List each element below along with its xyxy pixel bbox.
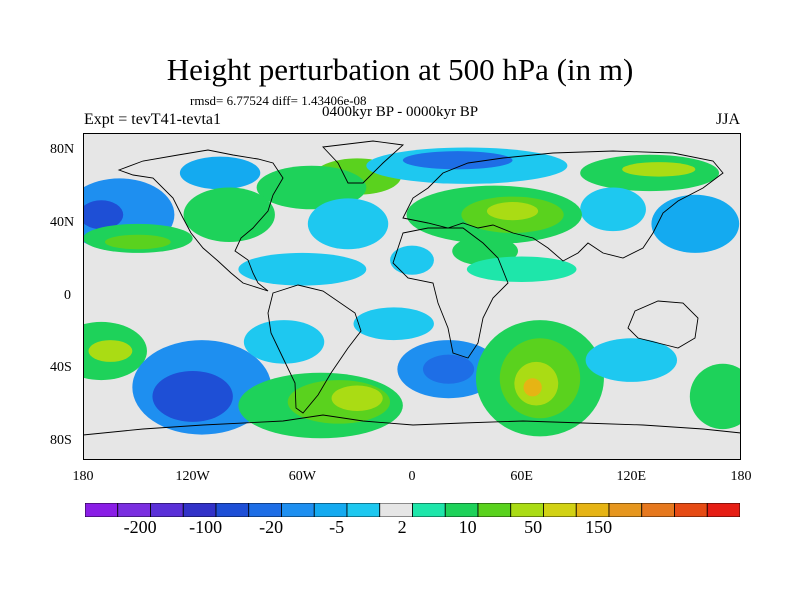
lon-tick-label-3: 0 [408, 469, 416, 484]
field-blob-14 [307, 198, 389, 250]
field-blob-2 [256, 165, 367, 210]
lon-tick-label-6: 180 [730, 469, 752, 484]
field-blob-29 [353, 307, 434, 341]
lon-tick-label-1: 120W [175, 469, 210, 484]
coastline-africa [392, 227, 509, 359]
lon-tick-label-4: 60E [510, 469, 533, 484]
experiment-label: Expt = tevT41-tevta1 [84, 111, 221, 128]
field-blob-0 [179, 156, 261, 190]
coastline-south-america [267, 284, 362, 414]
colorbar-label-1: -100 [189, 517, 223, 537]
coastline-australia [627, 300, 699, 349]
colorbar-segment-9 [379, 503, 413, 517]
colorbar-segment-12 [477, 503, 512, 517]
field-blob-12 [104, 234, 171, 250]
field-blob-22 [88, 340, 133, 362]
field-blob-19 [238, 252, 367, 286]
colorbar-segment-19 [706, 503, 740, 517]
field-blob-37 [689, 363, 741, 430]
coastline-antarctica [83, 414, 741, 436]
colorbar-segment-14 [543, 503, 577, 517]
stats-line: rmsd= 6.77524 diff= 1.43406e-08 [190, 93, 367, 108]
colorbar-segment-3 [182, 503, 217, 517]
colorbar-label-5: 10 [458, 517, 477, 537]
coastline-greenland [322, 140, 405, 184]
colorbar-label-4: 2 [397, 517, 407, 537]
field-blob-20 [466, 256, 577, 282]
colorbar [85, 503, 740, 517]
height-field-contours [83, 147, 741, 439]
lat-tick-label-4: 80S [50, 432, 72, 448]
field-blob-31 [422, 354, 475, 384]
colorbar-label-3: -5 [329, 517, 345, 537]
colorbar-label-7: 150 [585, 517, 613, 537]
lon-tick-label-2: 60W [288, 469, 316, 484]
colorbar-segment-0 [85, 503, 119, 517]
colorbar-segment-17 [641, 503, 675, 517]
coastlines [83, 140, 741, 436]
colorbar-label-2: -20 [259, 517, 284, 537]
colorbar-segment-4 [215, 503, 250, 517]
lon-tick-label-5: 120E [616, 469, 647, 484]
lat-tick-label-0: 80N [50, 142, 75, 158]
colorbar-segment-15 [575, 503, 610, 517]
map-plot [83, 133, 741, 460]
colorbar-segment-1 [117, 503, 151, 517]
lat-tick-label-1: 40N [50, 214, 75, 230]
colorbar-label-0: -200 [123, 517, 157, 537]
colorbar-segment-8 [346, 503, 381, 517]
colorbar-segment-13 [510, 503, 544, 517]
field-blob-10 [83, 200, 124, 230]
season-label: JJA [716, 111, 741, 128]
colorbar-segment-11 [444, 503, 479, 517]
colorbar-label-6: 50 [524, 517, 543, 537]
colorbar-segment-18 [674, 503, 708, 517]
field-blob-38 [390, 245, 434, 275]
map-border [83, 133, 741, 460]
colorbar-segment-6 [281, 503, 315, 517]
field-blob-7 [580, 187, 646, 232]
coastline-europe-asia [402, 150, 724, 262]
period-label: 0400kyr BP - 0000kyr BP [322, 104, 479, 120]
colorbar-segment-16 [608, 503, 643, 517]
field-blob-13 [183, 187, 275, 242]
field-blob-36 [585, 338, 678, 382]
field-blob-35 [523, 378, 542, 397]
lat-tick-label-2: 0 [64, 287, 71, 303]
field-blob-8 [651, 194, 740, 253]
colorbar-segment-2 [150, 503, 184, 517]
colorbar-segment-10 [412, 503, 446, 517]
field-blob-24 [152, 370, 233, 422]
colorbar-segment-5 [248, 503, 282, 517]
field-blob-25 [243, 320, 325, 364]
lat-tick-label-3: 40S [50, 360, 72, 376]
field-blob-17 [486, 202, 539, 221]
lon-tick-label-0: 180 [72, 469, 94, 484]
field-blob-4 [402, 151, 513, 170]
map-title: Height perturbation at 500 hPa (in m) [166, 52, 634, 87]
coastline-north-america [117, 149, 284, 292]
field-blob-28 [331, 385, 383, 411]
field-blob-6 [622, 162, 696, 177]
colorbar-segment-7 [313, 503, 348, 517]
